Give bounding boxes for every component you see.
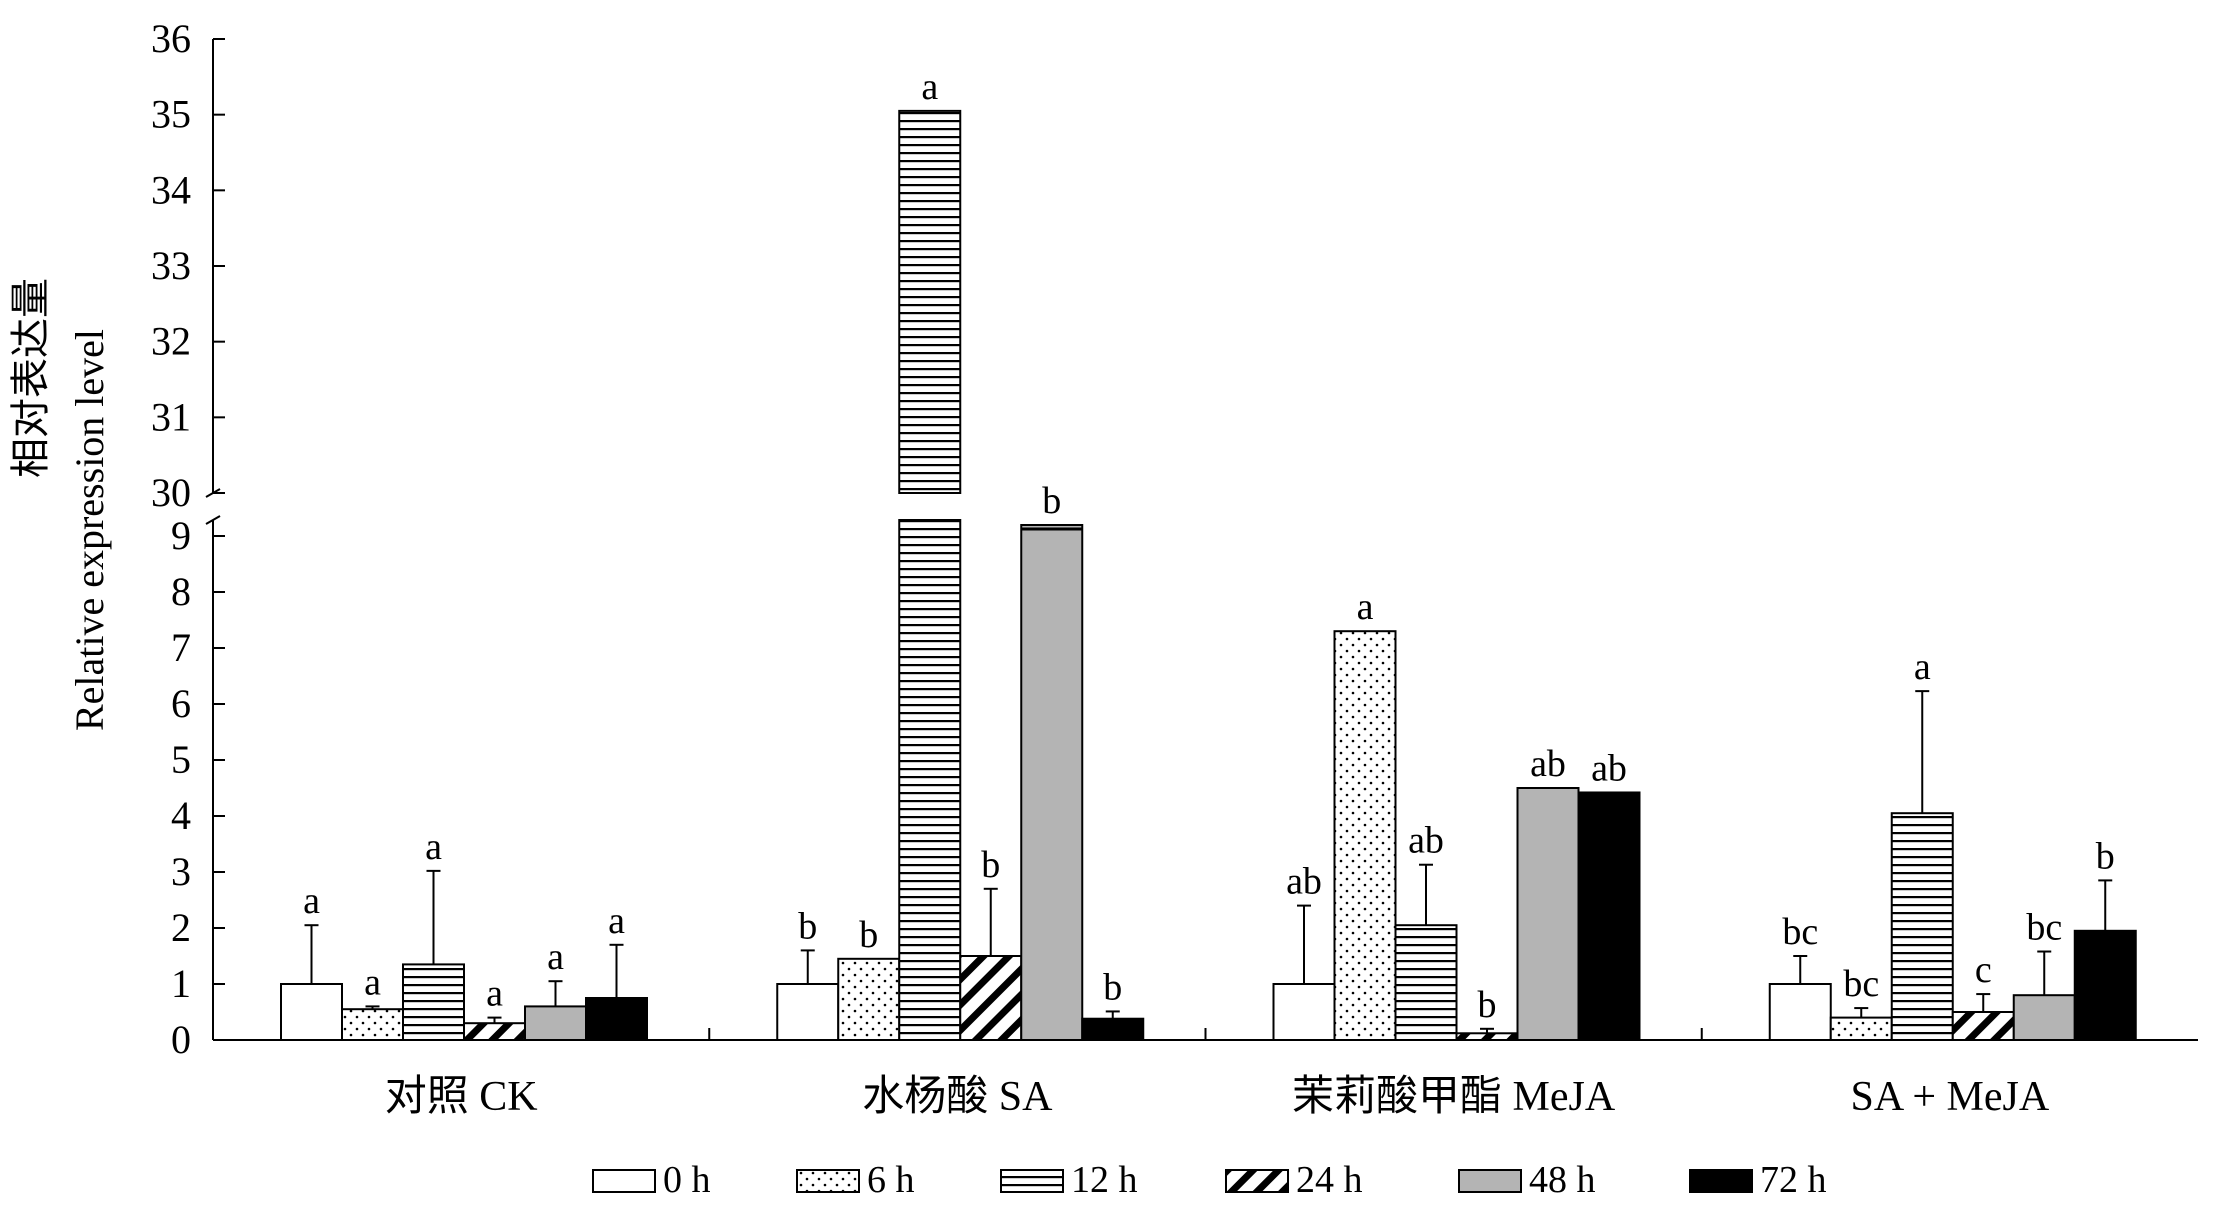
y-tick-label: 32 [151, 319, 191, 364]
legend-swatch [1689, 1169, 1753, 1193]
bar [1951, 1011, 2015, 1041]
legend-swatch [796, 1169, 860, 1193]
significance-label: ab [1530, 743, 1566, 785]
bar [1333, 630, 1397, 1041]
bar [1020, 524, 1084, 1041]
significance-label: b [1478, 984, 1497, 1026]
significance-label: b [859, 914, 878, 956]
bar [1394, 924, 1458, 1042]
bar [1455, 1032, 1519, 1042]
y-tick-label: 2 [171, 905, 191, 950]
bar [341, 1008, 404, 1042]
significance-label: b [2096, 835, 2115, 877]
bar [1272, 983, 1336, 1041]
significance-label: a [425, 826, 442, 868]
bar [1890, 812, 1954, 1042]
significance-label: bc [2026, 907, 2062, 949]
significance-label: b [981, 844, 1000, 886]
bar [1829, 1016, 1893, 1041]
y-tick-label: 9 [171, 513, 191, 558]
bar [524, 1005, 587, 1042]
significance-label: a [1914, 646, 1931, 688]
significance-label: ab [1286, 861, 1322, 903]
significance-label: a [921, 66, 938, 108]
bar [1516, 787, 1580, 1041]
legend-label: 6 h [867, 1159, 915, 1201]
y-tick-label: 3 [171, 849, 191, 894]
significance-label: a [303, 880, 320, 922]
x-category-label: 茉莉酸甲酯 MeJA [1292, 1074, 1616, 1120]
significance-label: c [1975, 949, 1992, 991]
axis-break-mark [205, 515, 221, 525]
significance-label: ab [1408, 820, 1444, 862]
y-tick-label: 30 [151, 470, 191, 515]
legend-swatch [1225, 1169, 1289, 1193]
significance-label: a [364, 961, 381, 1003]
x-category-label: SA + MeJA [1851, 1074, 2050, 1120]
legend-label: 0 h [663, 1159, 711, 1201]
x-category-label: 水杨酸 SA [862, 1074, 1053, 1120]
bar [2073, 929, 2137, 1041]
y-tick-label: 0 [171, 1017, 191, 1062]
bar [1577, 791, 1641, 1041]
bar [402, 963, 465, 1042]
y-tick-label: 1 [171, 961, 191, 1006]
bar [898, 519, 962, 1041]
significance-label: bc [1782, 911, 1818, 953]
bar [959, 955, 1023, 1041]
y-tick-label: 8 [171, 569, 191, 614]
bar [837, 957, 901, 1041]
bar [2012, 994, 2076, 1042]
legend-label: 12 h [1071, 1159, 1138, 1201]
y-tick-label: 4 [171, 793, 191, 838]
bar [776, 983, 840, 1041]
significance-label: b [1042, 480, 1061, 522]
y-axis-title-en: Relative expression level [67, 329, 112, 731]
y-tick-label: 34 [151, 167, 191, 212]
legend-swatch [1000, 1169, 1064, 1193]
x-category-label: 对照 CK [385, 1074, 538, 1120]
bar [463, 1022, 526, 1042]
legend-label: 72 h [1760, 1159, 1827, 1201]
y-tick-label: 6 [171, 681, 191, 726]
bar [1081, 1017, 1145, 1041]
significance-label: b [798, 905, 817, 947]
significance-label: a [486, 973, 503, 1015]
legend-swatch [1458, 1169, 1522, 1193]
bar [585, 997, 648, 1041]
y-tick-label: 35 [151, 92, 191, 137]
legend-label: 48 h [1529, 1159, 1596, 1201]
legend-label: 24 h [1296, 1159, 1363, 1201]
significance-label: a [608, 900, 625, 942]
bar [280, 983, 343, 1041]
y-tick-label: 36 [151, 16, 191, 61]
bars [280, 109, 2137, 1042]
significance-label: bc [1843, 963, 1879, 1005]
significance-label: a [1357, 586, 1374, 628]
y-tick-label: 5 [171, 737, 191, 782]
y-axis-title-cn: 相对表达量 [8, 278, 53, 478]
bar [1768, 983, 1832, 1041]
significance-label: a [547, 936, 564, 978]
y-axis-title: 相对表达量 Relative expression level [8, 278, 112, 731]
y-tick-label: 7 [171, 625, 191, 670]
y-tick-label: 33 [151, 243, 191, 288]
legend-swatch [592, 1169, 656, 1193]
significance-label: b [1103, 966, 1122, 1008]
significance-label: ab [1591, 747, 1627, 789]
bar [898, 109, 962, 494]
y-tick-label: 31 [151, 394, 191, 439]
legend: 0 h 6 h 12 h 24 h 48 h 72 h [592, 1159, 1827, 1201]
